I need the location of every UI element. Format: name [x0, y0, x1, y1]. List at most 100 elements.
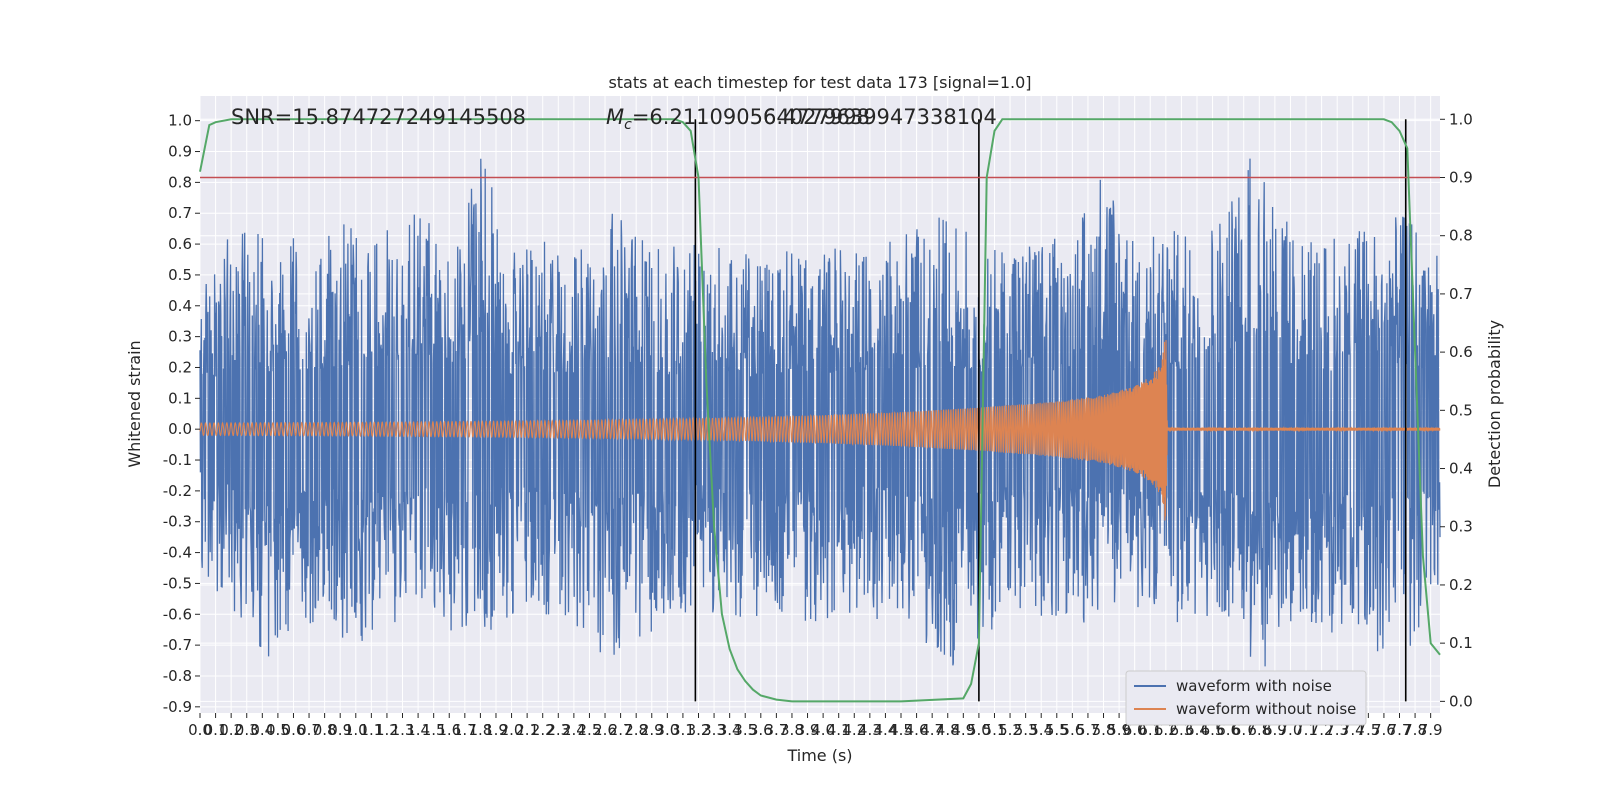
- legend-label-clean: waveform without noise: [1176, 700, 1356, 718]
- y-tick-label: 0.1: [168, 389, 192, 407]
- x-tick-label: 3.1: [671, 721, 695, 739]
- x-tick-label: 2.4: [562, 721, 586, 739]
- x-tick-label: 7.6: [1372, 721, 1396, 739]
- x-tick-label: 0.9: [328, 721, 352, 739]
- x-tick-label: 7.9: [1419, 721, 1443, 739]
- x-tick-label: 3.0: [655, 721, 679, 739]
- x-tick-label: 0.1: [204, 721, 228, 739]
- x-tick-label: 4.0: [811, 721, 835, 739]
- y2-tick-label: 0.9: [1449, 168, 1473, 186]
- x-tick-label: 0.3: [235, 721, 259, 739]
- x-tick-label: 3.3: [702, 721, 726, 739]
- x-tick-label: 1.5: [422, 721, 446, 739]
- y2-tick-label: 0.7: [1449, 285, 1473, 303]
- x-tick-label: 2.0: [500, 721, 524, 739]
- y-tick-label: -0.5: [163, 574, 192, 592]
- y-axis-title: Whitened strain: [125, 340, 144, 467]
- y-tick-label: -0.9: [163, 698, 192, 716]
- x-tick-label: 1.4: [406, 721, 430, 739]
- x-tick-label: 4.6: [905, 721, 929, 739]
- x-tick-label: 3.7: [764, 721, 788, 739]
- y-tick-label: 0.5: [168, 266, 192, 284]
- x-tick-label: 2.9: [640, 721, 664, 739]
- y-tick-label: -0.7: [163, 636, 192, 654]
- x-tick-label: 3.9: [796, 721, 820, 739]
- y-tick-label: 0.7: [168, 204, 192, 222]
- y-tick-label: -0.2: [163, 482, 192, 500]
- y2-tick-label: 0.1: [1449, 634, 1473, 652]
- x-tick-label: 1.8: [468, 721, 492, 739]
- y-tick-label: 1.0: [168, 112, 192, 130]
- x-tick-label: 4.3: [858, 721, 882, 739]
- x-tick-label: 1.0: [344, 721, 368, 739]
- x-tick-label: 0.5: [266, 721, 290, 739]
- x-tick-label: 5.2: [998, 721, 1022, 739]
- x-tick-label: 0.2: [219, 721, 243, 739]
- x-tick-label: 1.3: [391, 721, 415, 739]
- x-tick-label: 1.9: [484, 721, 508, 739]
- x-tick-label: 0.8: [313, 721, 337, 739]
- y2-tick-label: 0.3: [1449, 518, 1473, 536]
- y-tick-label: 0.8: [168, 173, 192, 191]
- x-tick-label: 1.2: [375, 721, 399, 739]
- x-tick-label: 1.6: [437, 721, 461, 739]
- x-tick-label: 4.1: [827, 721, 851, 739]
- x-tick-label: 0.4: [250, 721, 274, 739]
- y-tick-label: 0.4: [168, 297, 192, 315]
- x-tick-label: 2.2: [531, 721, 555, 739]
- x-tick-label: 3.5: [733, 721, 757, 739]
- x-tick-label: 5.9: [1107, 721, 1131, 739]
- x-tick-label: 0.7: [297, 721, 321, 739]
- y-tick-label: 0.0: [168, 420, 192, 438]
- x-tick-label: 7.7: [1388, 721, 1412, 739]
- x-tick-label: 1.7: [453, 721, 477, 739]
- y-axis-ticks: 1.0 0.9 0.8 0.7 0.6 0.5 0.4 0.3 0.2 0.1 0.0 -0.1 -0.…: [163, 112, 200, 716]
- x-tick-label: 4.2: [842, 721, 866, 739]
- chirp-series: [199, 340, 1441, 521]
- x-tick-label: 5.5: [1045, 721, 1069, 739]
- legend-label-noise: waveform with noise: [1176, 677, 1332, 695]
- x-tick-label: 5.8: [1092, 721, 1116, 739]
- x-tick-label: 3.8: [780, 721, 804, 739]
- y-tick-label: 0.2: [168, 358, 192, 376]
- x-tick-label: 1.1: [359, 721, 383, 739]
- y-tick-label: -0.4: [163, 544, 192, 562]
- mc-annotation-overlap: 6.4779639947338104: [763, 105, 997, 129]
- x-tick-label: 5.6: [1060, 721, 1084, 739]
- snr-annotation: SNR=15.874727249145508: [231, 105, 526, 129]
- y2-tick-label: 0.5: [1449, 401, 1473, 419]
- x-tick-label: 5.0: [967, 721, 991, 739]
- x-tick-label: 5.4: [1029, 721, 1053, 739]
- legend-box: [1125, 670, 1367, 726]
- x-tick-label: 2.8: [624, 721, 648, 739]
- chart-title: stats at each timestep for test data 173…: [608, 73, 1031, 92]
- x-tick-label: 3.4: [718, 721, 742, 739]
- x-axis-title: Time (s): [786, 746, 852, 765]
- x-tick-label: 2.5: [578, 721, 602, 739]
- series-waveform-without-noise: [199, 340, 1441, 521]
- y-tick-label: 0.3: [168, 328, 192, 346]
- x-tick-label: 4.4: [873, 721, 897, 739]
- y2-tick-label: 0.8: [1449, 227, 1473, 245]
- x-tick-label: 2.6: [593, 721, 617, 739]
- y-tick-label: -0.8: [163, 667, 192, 685]
- x-tick-label: 2.3: [546, 721, 570, 739]
- x-tick-label: 5.1: [983, 721, 1007, 739]
- x-tick-label: 0.0: [188, 721, 212, 739]
- y-tick-label: -0.6: [163, 605, 192, 623]
- x-tick-label: 4.8: [936, 721, 960, 739]
- x-tick-label: 4.9: [951, 721, 975, 739]
- mc-annotation: Mc=6.211090564027998: [606, 105, 870, 133]
- y2-tick-label: 0.6: [1449, 343, 1473, 361]
- x-tick-label: 7.8: [1403, 721, 1427, 739]
- y-tick-label: -0.3: [163, 513, 192, 531]
- y2-tick-label: 1.0: [1449, 110, 1473, 128]
- y-tick-label: 0.9: [168, 143, 192, 161]
- x-tick-label: 4.7: [920, 721, 944, 739]
- x-tick-label: 2.1: [515, 721, 539, 739]
- x-tick-label: 3.6: [749, 721, 773, 739]
- y-tick-label: -0.1: [163, 451, 192, 469]
- x-tick-label: 4.5: [889, 721, 913, 739]
- x-tick-label: 3.2: [687, 721, 711, 739]
